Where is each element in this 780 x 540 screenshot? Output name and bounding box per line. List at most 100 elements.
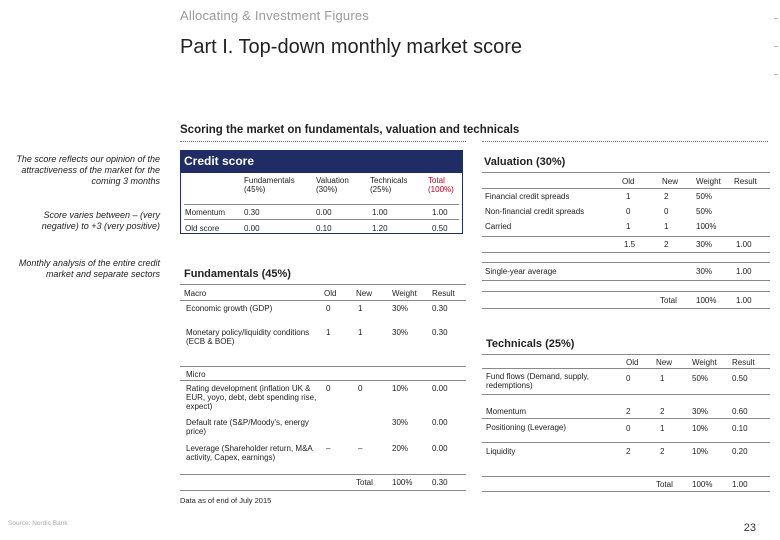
valuation-cell: 50% <box>696 192 713 201</box>
side-note-2: Score varies between – (very negative) t… <box>41 210 160 231</box>
fundamentals-total-label: Total <box>356 478 373 487</box>
credit-divider <box>184 219 459 220</box>
valuation-col-old: Old <box>622 177 635 186</box>
valuation-cell: 1 <box>664 222 669 231</box>
edge-mark <box>774 46 778 47</box>
valuation-cell: 2 <box>664 240 669 249</box>
section-heading: Scoring the market on fundamentals, valu… <box>180 124 520 136</box>
credit-cell: 0.00 <box>316 208 332 217</box>
side-note-1: The score reflects our opinion of the at… <box>16 154 160 186</box>
credit-divider <box>184 204 459 205</box>
credit-col-fundamentals: Fundamentals (45%) <box>244 176 295 194</box>
valuation-line <box>482 291 770 292</box>
fundamentals-title: Fundamentals (45%) <box>184 268 291 280</box>
valuation-title: Valuation (30%) <box>484 156 566 168</box>
technicals-row-label: Positioning (Leverage) <box>486 423 567 432</box>
credit-score-title: Credit score <box>180 150 463 172</box>
credit-row-label: Old score <box>185 224 220 233</box>
technicals-cell: 2 <box>660 447 665 456</box>
technicals-col-new: New <box>656 358 673 367</box>
technicals-row-label: Liquidity <box>486 447 516 456</box>
fundamentals-line <box>180 490 466 491</box>
section-rule <box>180 141 466 142</box>
fundamentals-total-result: 0.30 <box>432 478 448 487</box>
valuation-cell: 1.5 <box>624 240 636 249</box>
fundamentals-cell: – <box>326 444 331 453</box>
technicals-cell: 0.10 <box>732 424 748 433</box>
technicals-line <box>482 476 770 477</box>
fundamentals-cell: 1 <box>358 328 363 337</box>
technicals-cell: 2 <box>660 407 665 416</box>
technicals-total-weight: 100% <box>692 480 713 489</box>
fundamentals-cell: 30% <box>392 304 409 313</box>
technicals-cell: 50% <box>692 374 709 383</box>
technicals-line <box>482 491 770 492</box>
fundamentals-cell: 20% <box>392 444 409 453</box>
valuation-cell: 30% <box>696 240 713 249</box>
fundamentals-cell: 0.30 <box>432 304 448 313</box>
credit-cell: 0.30 <box>244 208 260 217</box>
valuation-line <box>482 236 770 237</box>
fundamentals-line <box>180 366 466 367</box>
technicals-cell: 10% <box>692 447 709 456</box>
technicals-cell: 30% <box>692 407 709 416</box>
fundamentals-line <box>180 474 466 475</box>
fundamentals-col-result: Result <box>432 289 455 298</box>
credit-cell: 1.00 <box>372 208 388 217</box>
technicals-cell: 0 <box>626 374 631 383</box>
fundamentals-line <box>180 284 466 285</box>
fundamentals-col-macro: Macro <box>184 289 207 298</box>
credit-col-technicals: Technicals (25%) <box>370 176 408 194</box>
valuation-cell: 0 <box>664 207 669 216</box>
credit-cell: 0.50 <box>432 224 448 233</box>
fundamentals-cell: 0.00 <box>432 418 448 427</box>
valuation-cell: 1 <box>626 222 631 231</box>
technicals-cell: 0.60 <box>732 407 748 416</box>
technicals-col-old: Old <box>626 358 639 367</box>
valuation-cell: 50% <box>696 207 713 216</box>
technicals-line <box>482 418 770 419</box>
footer-source: Source: Nordic Bank <box>8 520 68 527</box>
fundamentals-row-label: Default rate (S&P/Moody's, energy price) <box>186 418 309 436</box>
valuation-cell: 2 <box>664 192 669 201</box>
fundamentals-cell: 30% <box>392 418 409 427</box>
valuation-extra-result: 1.00 <box>736 267 752 276</box>
valuation-cell: 100% <box>696 222 717 231</box>
technicals-cell: 1 <box>660 374 665 383</box>
technicals-total-label: Total <box>656 480 673 489</box>
fundamentals-line <box>180 380 466 381</box>
fundamentals-cell: 0 <box>358 384 363 393</box>
fundamentals-cell: 0 <box>326 384 331 393</box>
valuation-col-weight: Weight <box>696 177 721 186</box>
valuation-row-label: Carried <box>485 222 512 231</box>
fundamentals-col-weight: Weight <box>392 289 417 298</box>
technicals-title: Technicals (25%) <box>486 338 575 350</box>
fundamentals-cell: 0.00 <box>432 444 448 453</box>
valuation-cell: 1 <box>626 192 631 201</box>
technicals-row-label: Momentum <box>486 407 527 416</box>
technicals-col-result: Result <box>732 358 755 367</box>
valuation-col-result: Result <box>734 177 757 186</box>
valuation-cell: 0 <box>626 207 631 216</box>
technicals-cell: 0.50 <box>732 374 748 383</box>
fundamentals-row-label: Rating development (inflation UK & EUR, … <box>186 384 317 411</box>
technicals-cell: 2 <box>626 447 631 456</box>
credit-cell: 1.00 <box>432 208 448 217</box>
valuation-top-line <box>482 172 770 173</box>
fundamentals-cell: 0 <box>326 304 331 313</box>
edge-mark <box>774 74 778 75</box>
fundamentals-col-old: Old <box>324 289 337 298</box>
fundamentals-cell: 30% <box>392 328 409 337</box>
valuation-total-result: 1.00 <box>736 296 752 305</box>
page-number: 23 <box>743 522 756 534</box>
valuation-total-label: Total <box>660 296 677 305</box>
credit-score-box <box>180 172 463 234</box>
fundamentals-subsection-micro: Micro <box>186 370 206 379</box>
technicals-line <box>482 354 770 355</box>
technicals-col-weight: Weight <box>692 358 717 367</box>
credit-cell: 0.10 <box>316 224 332 233</box>
data-date-note: Data as of end of July 2015 <box>180 496 272 505</box>
fundamentals-cell: 0.00 <box>432 384 448 393</box>
technicals-row-label: Fund flows (Demand, supply, redemptions) <box>486 372 590 390</box>
technicals-cell: 0.20 <box>732 447 748 456</box>
